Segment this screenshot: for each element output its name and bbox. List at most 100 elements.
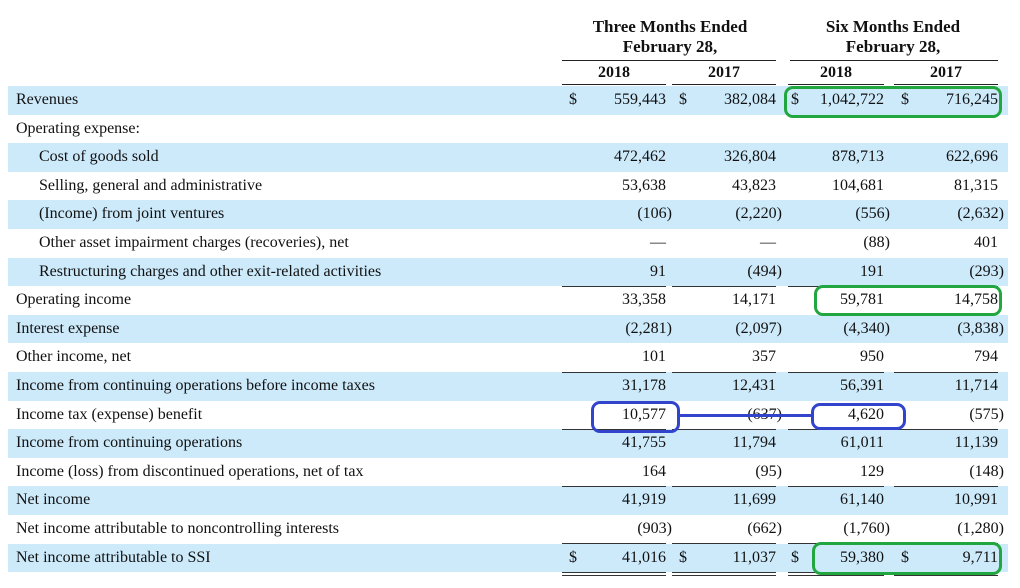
currency-symbol: $ xyxy=(901,548,909,566)
cell-value: 31,178 xyxy=(622,377,666,394)
table-row-restructuring: Restructuring charges and other exit-rel… xyxy=(8,257,1008,287)
cell-value: 382,084 xyxy=(724,91,776,108)
underline-income-tax xyxy=(672,429,776,430)
row-label: Restructuring charges and other exit-rel… xyxy=(39,262,382,280)
row-label: Income from continuing operations before… xyxy=(16,377,375,394)
row-label: Selling, general and administrative xyxy=(39,176,263,194)
cell-value: 950 xyxy=(860,348,884,366)
cell-value: 12,431 xyxy=(732,377,776,394)
cell-value: 794 xyxy=(974,348,998,366)
cell-value: (575) xyxy=(969,405,1004,423)
row-label: Net income xyxy=(16,491,91,509)
row-label: Net income attributable to noncontrollin… xyxy=(16,520,340,537)
highlight-tax-benefit-three-months xyxy=(591,401,680,433)
row-label: Interest expense xyxy=(16,319,120,337)
cell-value: 401 xyxy=(974,234,998,251)
cell-value: 191 xyxy=(860,262,884,280)
cell-value: 53,638 xyxy=(622,176,666,194)
cell-value: 59,781 xyxy=(840,291,884,309)
cell-value: 14,171 xyxy=(732,291,776,309)
cell-value: 11,139 xyxy=(954,434,998,452)
highlight-operating-income-six-months xyxy=(814,285,1002,316)
year-header-2: 2017 xyxy=(708,64,740,81)
highlight-net-income-ssi-six-months xyxy=(812,542,1002,575)
cell-value: 43,823 xyxy=(732,176,776,194)
year-header-1: 2018 xyxy=(598,64,630,81)
cell-value: (293) xyxy=(969,262,1004,280)
table-row-interest-expense: Interest expense (2,281) (2,097) (4,340)… xyxy=(8,314,1008,344)
cell-value: (494) xyxy=(747,262,782,280)
table-row-net-income: Net income 41,919 11,699 61,140 10,991 xyxy=(8,486,1008,515)
table-row-sga: Selling, general and administrative 53,6… xyxy=(8,172,1008,201)
row-label: Other asset impairment charges (recoveri… xyxy=(39,234,349,251)
table-row-impairment: Other asset impairment charges (recoveri… xyxy=(8,229,1008,258)
cell-value: 91 xyxy=(650,262,666,280)
underline-discontinued xyxy=(672,486,776,487)
cell-value: 716,245 xyxy=(946,91,998,108)
underline-discontinued xyxy=(562,486,666,487)
cell-value: 11,699 xyxy=(732,491,776,509)
cell-value: 41,755 xyxy=(622,434,666,452)
highlight-tax-benefit-six-months xyxy=(811,403,906,430)
currency-symbol: $ xyxy=(791,548,799,566)
table-row-discontinued-operations: Income (loss) from discontinued operatio… xyxy=(8,458,1008,487)
cell-value: 4,620 xyxy=(848,405,884,423)
year-header-4: 2017 xyxy=(930,64,962,81)
row-label: Income tax (expense) benefit xyxy=(16,405,203,423)
cell-value: (95) xyxy=(755,462,782,480)
table-row-income-tax: Income tax (expense) benefit 10,577 (637… xyxy=(8,401,1008,430)
header-three-months: Three Months Ended February 28, xyxy=(560,17,780,57)
cell-value: (556) xyxy=(855,205,890,223)
underline-other-income xyxy=(672,372,776,373)
underline-other-income xyxy=(788,372,884,373)
underline-noncontrolling xyxy=(562,543,666,544)
underline-restructuring xyxy=(562,286,666,287)
cell-value: 101 xyxy=(642,348,666,366)
cell-value: 357 xyxy=(752,348,776,366)
row-label: Operating income xyxy=(16,291,132,309)
header-six-months-rule xyxy=(790,60,998,61)
cell-value: 472,462 xyxy=(614,148,666,166)
table-row-revenues: Revenues $ 559,443 $ 382,084 $ 1,042,722… xyxy=(8,86,1008,115)
table-row-operating-income: Operating income 33,358 14,171 59,781 14… xyxy=(8,286,1008,315)
row-label: Cost of goods sold xyxy=(39,148,159,166)
underline-restructuring xyxy=(672,286,776,287)
double-underline-total xyxy=(672,572,776,576)
cell-value: 10,991 xyxy=(954,491,998,509)
year-rule-4 xyxy=(894,84,998,85)
cell-value: 61,011 xyxy=(840,434,884,452)
connector-line xyxy=(679,414,812,417)
cell-value: 41,919 xyxy=(622,491,666,509)
cell-value: (2,220) xyxy=(735,205,782,223)
cell-value: (903) xyxy=(637,520,672,537)
table-row-continuing-operations: Income from continuing operations 41,755… xyxy=(8,429,1008,458)
underline-income-tax xyxy=(562,429,666,430)
cell-value: (88) xyxy=(863,234,890,251)
table-row-net-income-ssi: Net income attributable to SSI $ 41,016 … xyxy=(8,543,1008,573)
cell-value: 56,391 xyxy=(840,377,884,394)
cell-value: 33,358 xyxy=(622,291,666,309)
table-row-cogs: Cost of goods sold 472,462 326,804 878,7… xyxy=(8,143,1008,172)
year-rule-3 xyxy=(788,84,884,85)
cell-value: (106) xyxy=(637,205,672,223)
cell-value: 59,380 xyxy=(840,548,884,566)
underline-discontinued xyxy=(894,486,998,487)
underline-income-tax xyxy=(894,429,998,430)
header-six-months-date: February 28, xyxy=(845,37,941,56)
header-three-months-rule xyxy=(562,60,776,61)
underline-other-income xyxy=(894,372,998,373)
cell-value: 104,681 xyxy=(832,176,884,194)
row-label: Net income attributable to SSI xyxy=(16,548,211,566)
cell-value: 10,577 xyxy=(622,405,666,423)
table-row-operating-expense: Operating expense: xyxy=(8,115,1008,144)
currency-symbol: $ xyxy=(569,91,577,108)
cell-value: (2,632) xyxy=(957,205,1004,223)
row-label: (Income) from joint ventures xyxy=(39,205,225,223)
row-label: Income from continuing operations xyxy=(16,434,243,452)
cell-value: (4,340) xyxy=(843,319,890,337)
highlight-revenues-six-months xyxy=(784,86,1002,118)
cell-value: 559,443 xyxy=(614,91,666,108)
cell-value: (148) xyxy=(969,462,1004,480)
currency-symbol: $ xyxy=(679,91,687,108)
header-six-months-title: Six Months Ended xyxy=(825,17,961,36)
